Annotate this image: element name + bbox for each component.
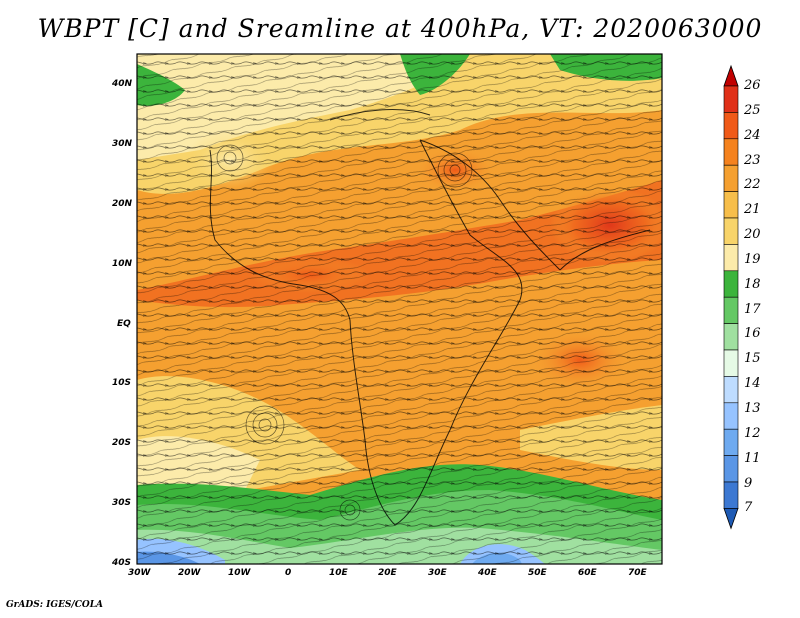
y-tick-label: 30N [112, 139, 133, 149]
colorbar-swatch [723, 323, 739, 351]
colorbar-swatch [723, 376, 739, 404]
colorbar-swatch [723, 349, 739, 377]
colorbar-label: 14 [744, 376, 761, 392]
colorbar-swatch [723, 481, 739, 509]
colorbar-swatch [723, 455, 739, 483]
y-tick-label: 10S [112, 378, 132, 388]
colorbar [723, 64, 739, 530]
colorbar-swatch [723, 296, 739, 324]
colorbar-swatch [723, 112, 739, 140]
credit-text: GrADS: IGES/COLA [6, 600, 104, 610]
colorbar-label: 26 [744, 78, 761, 93]
colorbar-swatch [723, 138, 739, 166]
y-tick-label: 20N [112, 199, 133, 209]
colorbar-label: 24 [744, 127, 761, 143]
y-tick-label: EQ [117, 319, 131, 329]
colorbar-label: 23 [744, 152, 761, 168]
colorbar-label: 18 [744, 276, 761, 292]
colorbar-label: 15 [744, 351, 761, 367]
x-tick-label: 60E [578, 568, 597, 578]
colorbar-label: 21 [744, 202, 761, 218]
x-tick-label: 50E [528, 568, 547, 578]
x-tick-label: 10W [228, 568, 251, 578]
x-tick-label: 30W [128, 568, 151, 578]
x-tick-label: 0 [285, 568, 292, 578]
x-tick-label: 70E [628, 568, 647, 578]
colorbar-label: 19 [744, 251, 761, 267]
map-frame [136, 53, 663, 565]
colorbar-swatch [723, 428, 739, 456]
colorbar-swatch [723, 270, 739, 298]
colorbar-label: 16 [744, 326, 761, 342]
colorbar-label: 17 [744, 301, 761, 317]
y-tick-label: 40N [112, 79, 133, 89]
colorbar-bottom-triangle [723, 507, 739, 530]
colorbar-label: 20 [744, 227, 761, 243]
colorbar-swatch [723, 402, 739, 430]
colorbar-swatch [723, 217, 739, 245]
x-tick-label: 20W [178, 568, 201, 578]
y-tick-label: 40S [112, 558, 132, 568]
wbpt-field [137, 54, 662, 564]
colorbar-swatch [723, 85, 739, 113]
x-tick-label: 20E [378, 568, 397, 578]
colorbar-label: 9 [744, 475, 753, 491]
y-tick-label: 20S [112, 438, 132, 448]
x-tick-label: 10E [329, 568, 348, 578]
colorbar-swatch [723, 244, 739, 272]
map-title: WBPT [C] and Sreamline at 400hPa, VT: 20… [37, 14, 763, 43]
y-tick-label: 30S [112, 498, 132, 508]
x-tick-label: 30E [428, 568, 447, 578]
colorbar-label: 11 [744, 450, 761, 466]
colorbar-top-triangle [723, 64, 739, 87]
colorbar-label: 25 [744, 102, 761, 118]
colorbar-swatch [723, 164, 739, 192]
colorbar-label: 13 [744, 401, 761, 416]
colorbar-label: 22 [744, 177, 761, 193]
colorbar-label: 7 [744, 500, 753, 516]
x-tick-label: 40E [478, 568, 497, 578]
y-tick-label: 10N [112, 259, 133, 269]
colorbar-swatch [723, 191, 739, 219]
colorbar-label: 12 [744, 425, 761, 441]
